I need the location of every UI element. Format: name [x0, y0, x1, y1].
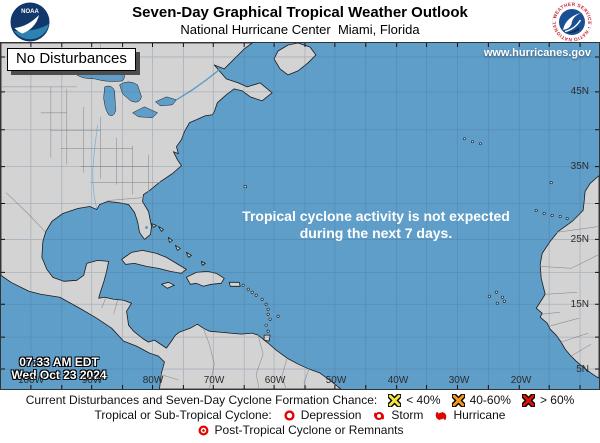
legend-line-2: Tropical or Sub-Tropical Cyclone: Depres… — [95, 408, 506, 423]
chance-low-label: < 40% — [406, 393, 441, 407]
nws-logo-icon: NATIONAL WEATHER SERVICE • NATIONAL WEAT… — [552, 2, 592, 42]
lon-label-30w: 30W — [448, 375, 470, 386]
tropical-storm-icon — [372, 409, 386, 423]
lon-label-50w: 50W — [325, 375, 347, 386]
post-tropical-icon — [197, 424, 210, 437]
lat-label-25n: 25N — [570, 234, 589, 245]
chance-medium-label: 40-60% — [469, 393, 511, 407]
chance-low-x-icon — [388, 394, 402, 407]
depression-icon — [283, 409, 296, 422]
noaa-logo-icon: NOAA — [10, 2, 50, 42]
page-title: Seven-Day Graphical Tropical Weather Out… — [132, 4, 468, 21]
status-text: No Disturbances — [16, 50, 127, 67]
issuance-time: 07:33 AM EDT — [19, 355, 99, 369]
lon-label-70w: 70W — [203, 375, 225, 386]
graticule-grid — [1, 43, 599, 389]
legend: Current Disturbances and Seven-Day Cyclo… — [0, 390, 600, 443]
outlook-message-line1: Tropical cyclone activity is not expecte… — [242, 208, 510, 224]
chance-high-x-icon — [521, 394, 535, 407]
lon-label-60w: 60W — [264, 375, 286, 386]
atlantic-basemap-icon — [1, 43, 599, 389]
legend-line-1: Current Disturbances and Seven-Day Cyclo… — [25, 393, 575, 408]
lat-label-15n: 15N — [570, 299, 589, 310]
legend-line2-label: Tropical or Sub-Tropical Cyclone: — [94, 408, 272, 422]
edge-ticks — [1, 43, 599, 389]
header: NOAA Seven-Day Graphical Tropical Weathe… — [0, 0, 600, 42]
noaa-logo-text: NOAA — [21, 9, 39, 15]
lat-label-45n: 45N — [570, 86, 589, 97]
issuance-timestamp: 07:33 AM EDT Wed Oct 23 2024 — [11, 356, 107, 382]
storm-label: Storm — [391, 408, 424, 422]
header-titles: Seven-Day Graphical Tropical Weather Out… — [60, 4, 540, 38]
website-link[interactable]: www.hurricanes.gov — [483, 47, 591, 59]
lon-label-100w: 100W — [17, 375, 45, 386]
lat-label-35n: 35N — [570, 161, 589, 172]
chance-high-label: > 60% — [539, 393, 575, 407]
issuance-date: Wed Oct 23 2024 — [11, 368, 107, 382]
lon-label-80w: 80W — [142, 375, 164, 386]
legend-line1-label: Current Disturbances and Seven-Day Cyclo… — [25, 393, 378, 407]
small-islands — [241, 137, 569, 333]
outlook-message-line2: during the next 7 days. — [299, 225, 453, 241]
post-tropical-label: Post-Tropical Cyclone or Remnants — [214, 423, 404, 437]
hurricane-label: Hurricane — [453, 408, 506, 422]
depression-label: Depression — [300, 408, 362, 422]
political-borders — [1, 43, 599, 389]
page-subtitle: National Hurricane Center Miami, Florida — [180, 22, 420, 37]
lon-label-40w: 40W — [387, 375, 409, 386]
legend-line-3: Post-Tropical Cyclone or Remnants — [197, 423, 404, 438]
chance-medium-x-icon — [451, 394, 465, 407]
outlook-message: Tropical cyclone activity is not expecte… — [206, 208, 546, 242]
hurricane-icon — [434, 409, 448, 423]
landmasses — [1, 43, 599, 389]
outlook-map: No Disturbances www.hurricanes.gov Tropi… — [0, 42, 600, 390]
lon-label-90w: 90W — [81, 375, 103, 386]
status-box: No Disturbances — [7, 48, 136, 71]
lon-label-20w: 20W — [510, 375, 532, 386]
lat-label-5n: 5N — [576, 364, 589, 375]
